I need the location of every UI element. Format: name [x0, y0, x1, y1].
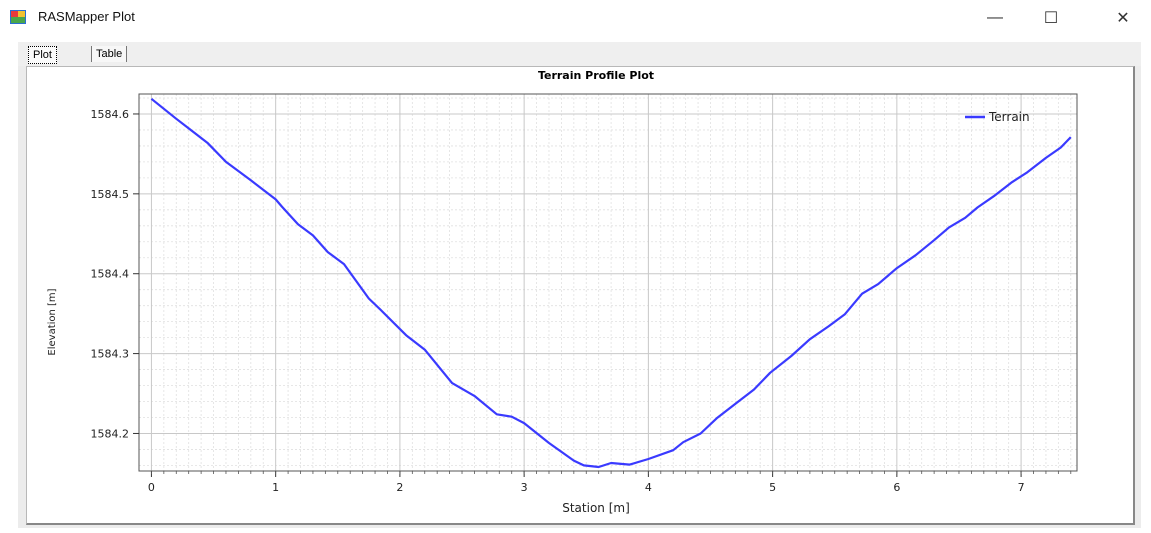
- legend-label-terrain: Terrain: [988, 110, 1030, 124]
- maximize-button[interactable]: ☐: [1036, 6, 1066, 30]
- x-tick-label: 1: [272, 481, 279, 494]
- terrain-profile-chart: 0 1 2 3 4 5 6 7 1584.2 1584.3 1584.4 1584.5 1584.6 T…: [47, 69, 1078, 515]
- x-tick-label: 6: [893, 481, 900, 494]
- plot-area-frame: [138, 93, 1078, 472]
- window-title: RASMapper Plot: [38, 9, 135, 24]
- legend: Terrain: [965, 110, 1030, 124]
- y-tick-label: 1584.6: [91, 108, 130, 121]
- x-tick-label: 0: [148, 481, 155, 494]
- x-tick-label: 7: [1018, 481, 1025, 494]
- series-layer: [150, 97, 1072, 469]
- y-tick-label: 1584.3: [91, 348, 130, 361]
- x-tick-label: 5: [769, 481, 776, 494]
- minor-grid: [139, 94, 1077, 471]
- y-axis-label: Elevation [m]: [47, 288, 58, 355]
- close-button[interactable]: ✕: [1108, 6, 1138, 30]
- tab-plot[interactable]: Plot: [28, 46, 57, 64]
- minimize-icon: —: [987, 9, 1003, 26]
- plot-window-body: Plot Table 0 1 2 3 4 5 6 7 1584.2 1584.3 1584.4 158…: [18, 42, 1141, 528]
- x-tick-label: 3: [521, 481, 528, 494]
- y-tick-label: 1584.2: [91, 427, 130, 440]
- axes: [138, 93, 1078, 472]
- axis-ticks: 0 1 2 3 4 5 6 7 1584.2 1584.3 1584.4 1584.5 1584.6: [91, 108, 1072, 494]
- series-line-terrain: [150, 97, 1072, 469]
- y-tick-label: 1584.4: [91, 268, 130, 281]
- maximize-icon: ☐: [1043, 10, 1059, 27]
- close-icon: ✕: [1116, 10, 1130, 27]
- y-tick-label: 1584.5: [91, 188, 130, 201]
- x-tick-label: 4: [645, 481, 652, 494]
- x-tick-label: 2: [396, 481, 403, 494]
- plot-panel: 0 1 2 3 4 5 6 7 1584.2 1584.3 1584.4 1584.5 1584.6 T…: [26, 66, 1135, 525]
- title-bar: RASMapper Plot — ☐ ✕: [0, 0, 1151, 36]
- chart-title: Terrain Profile Plot: [538, 69, 654, 82]
- major-grid: [139, 94, 1077, 471]
- minimize-button[interactable]: —: [980, 6, 1010, 30]
- tab-table[interactable]: Table: [91, 46, 128, 62]
- rasmapper-app-icon: [10, 10, 26, 24]
- x-axis-label: Station [m]: [562, 501, 630, 515]
- tab-bar: Plot Table: [18, 42, 1141, 66]
